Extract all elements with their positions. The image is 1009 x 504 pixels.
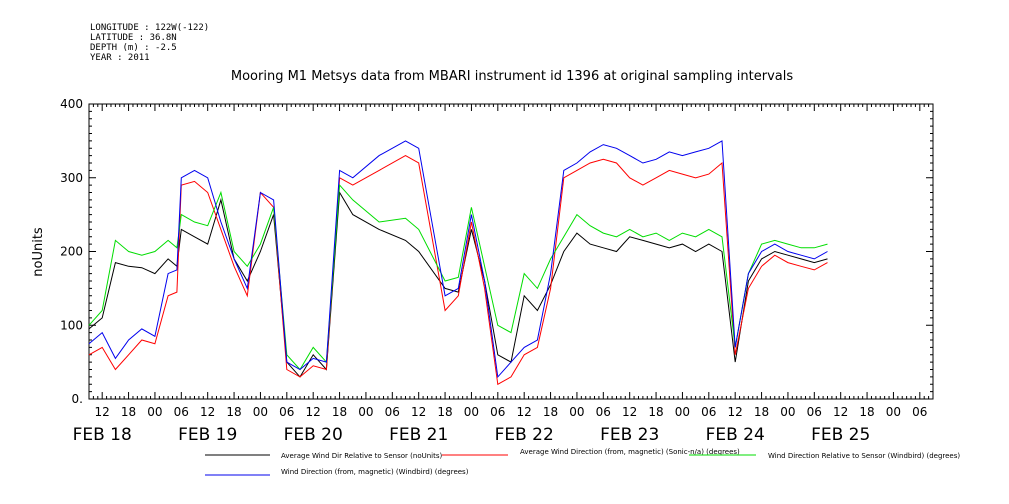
x-tick-label: 06	[279, 405, 294, 419]
x-tick-label: 00	[253, 405, 268, 419]
x-day-label: FEB 24	[706, 425, 765, 445]
x-tick-label: 12	[411, 405, 426, 419]
x-day-label: FEB 19	[178, 425, 237, 445]
x-tick-label: 00	[675, 405, 690, 419]
x-tick-label: 06	[807, 405, 822, 419]
chart-title: Mooring M1 Metsys data from MBARI instru…	[231, 69, 793, 84]
series-group	[88, 140, 828, 386]
x-tick-label: 18	[543, 405, 558, 419]
x-tick-label: 12	[200, 405, 215, 419]
series-line-0	[88, 190, 828, 378]
x-tick-label: 00	[886, 405, 901, 419]
year-label: YEAR : 2011	[90, 53, 150, 63]
y-tick-label: 300	[60, 171, 83, 185]
legend-label-2: Wind Direction Relative to Sensor (Windb…	[768, 452, 960, 460]
plot-frame	[88, 103, 934, 400]
legend-label-1: Average Wind Direction (from, magnetic) …	[520, 448, 740, 456]
x-tick-label: 00	[147, 405, 162, 419]
y-tick-label: 400	[60, 97, 83, 111]
x-tick-label: 00	[569, 405, 584, 419]
y-tick-label: 200	[60, 245, 83, 259]
x-day-label: FEB 22	[495, 425, 554, 445]
x-tick-label: 00	[358, 405, 373, 419]
y-tick-label: 100	[60, 318, 83, 332]
x-tick-label: 18	[226, 405, 241, 419]
x-tick-label: 06	[490, 405, 505, 419]
x-tick-label: 12	[833, 405, 848, 419]
legend: Average Wind Dir Relative to Sensor (noU…	[205, 448, 960, 476]
x-tick-label: 06	[385, 405, 400, 419]
y-tick-labels: 0. 100 200 300 400	[60, 97, 83, 406]
x-tick-label: 00	[464, 405, 479, 419]
legend-label-0: Average Wind Dir Relative to Sensor (noU…	[281, 452, 442, 460]
x-tick-label: 06	[701, 405, 716, 419]
x-tick-label: 00	[780, 405, 795, 419]
x-day-label: FEB 21	[389, 425, 448, 445]
longitude-label: LONGITUDE : 122W(-122)	[90, 23, 209, 33]
x-tick-label: 12	[622, 405, 637, 419]
latitude-label: LATITUDE : 36.8N	[90, 33, 177, 43]
depth-label: DEPTH (m) : -2.5	[90, 43, 177, 53]
x-tick-label: 06	[174, 405, 189, 419]
x-day-label: FEB 18	[73, 425, 132, 445]
series-line-2	[88, 183, 828, 371]
x-tick-label: 06	[912, 405, 927, 419]
series-line-1	[88, 155, 828, 386]
x-tick-label: 18	[859, 405, 874, 419]
x-tick-labels: 12 18 00 06 12 18 00 06 12 18 00 06 12 18 00 06 12 18 00 06…	[73, 405, 928, 445]
x-tick-label: 18	[437, 405, 452, 419]
legend-label-3: Wind Direction (from, magnetic) (Windbir…	[281, 468, 469, 476]
x-day-label: FEB 25	[811, 425, 870, 445]
x-tick-label: 18	[332, 405, 347, 419]
x-tick-label: 18	[754, 405, 769, 419]
x-tick-label: 12	[517, 405, 532, 419]
series-line-3	[88, 140, 828, 379]
x-day-label: FEB 20	[284, 425, 343, 445]
x-tick-label: 06	[596, 405, 611, 419]
x-day-label: FEB 23	[600, 425, 659, 445]
y-axis-label: noUnits	[31, 227, 46, 277]
axis-ticks	[88, 103, 934, 400]
x-tick-label: 12	[306, 405, 321, 419]
x-tick-label: 18	[648, 405, 663, 419]
y-tick-label: 0.	[72, 392, 83, 406]
x-tick-label: 12	[95, 405, 110, 419]
x-tick-label: 18	[121, 405, 136, 419]
x-tick-label: 12	[728, 405, 743, 419]
